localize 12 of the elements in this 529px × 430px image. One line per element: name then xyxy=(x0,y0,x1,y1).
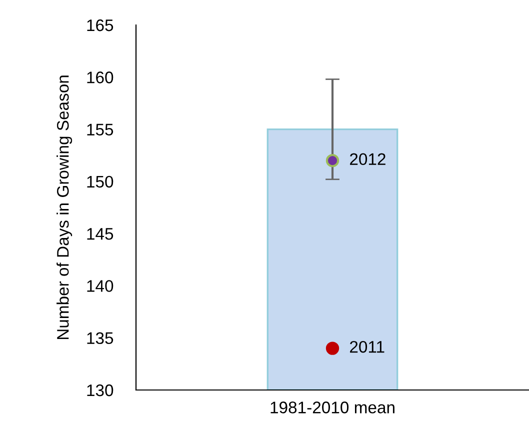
y-tick-label: 150 xyxy=(87,176,114,188)
x-tick-label: 1981-2010 mean xyxy=(270,402,394,414)
y-tick-label: 130 xyxy=(87,384,114,396)
y-tick-label: 155 xyxy=(87,124,114,136)
y-tick-label: 135 xyxy=(87,332,114,344)
y-tick-label: 165 xyxy=(87,19,114,32)
series-label: 2012 xyxy=(350,153,386,166)
y-tick-label: 140 xyxy=(87,280,114,292)
series-label: 2011 xyxy=(350,340,384,353)
y-axis-title: Number of Days in Growing Season xyxy=(56,76,72,340)
y-tick-label: 145 xyxy=(87,228,114,240)
y-tick-label: 160 xyxy=(87,72,114,84)
